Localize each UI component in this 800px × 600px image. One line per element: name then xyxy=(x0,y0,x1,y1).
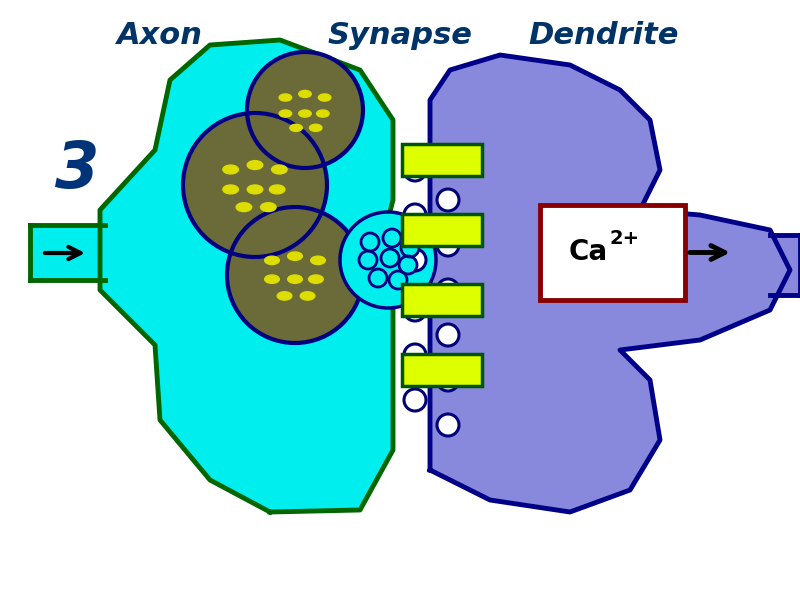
Polygon shape xyxy=(100,40,393,512)
Ellipse shape xyxy=(288,275,302,283)
Circle shape xyxy=(183,113,327,257)
Ellipse shape xyxy=(223,165,238,174)
Bar xyxy=(402,144,482,176)
Circle shape xyxy=(361,233,379,251)
Circle shape xyxy=(247,52,363,168)
Circle shape xyxy=(404,299,426,321)
Ellipse shape xyxy=(290,124,302,131)
Polygon shape xyxy=(30,225,105,280)
Ellipse shape xyxy=(247,161,262,169)
Circle shape xyxy=(437,189,459,211)
Ellipse shape xyxy=(298,91,311,98)
Ellipse shape xyxy=(298,110,311,117)
Ellipse shape xyxy=(279,94,292,101)
Text: Ca: Ca xyxy=(569,238,607,266)
Circle shape xyxy=(369,269,387,287)
Text: 2+: 2+ xyxy=(610,229,640,248)
Ellipse shape xyxy=(317,110,329,117)
Circle shape xyxy=(227,207,363,343)
Ellipse shape xyxy=(300,292,315,300)
Circle shape xyxy=(404,249,426,271)
Ellipse shape xyxy=(261,203,276,212)
Ellipse shape xyxy=(265,256,279,265)
Circle shape xyxy=(437,369,459,391)
Text: Dendrite: Dendrite xyxy=(529,21,679,50)
Bar xyxy=(540,205,685,300)
Ellipse shape xyxy=(279,110,292,117)
Text: Synapse: Synapse xyxy=(327,21,473,50)
Bar xyxy=(402,284,482,316)
Circle shape xyxy=(399,256,417,274)
Circle shape xyxy=(437,279,459,301)
Polygon shape xyxy=(430,55,790,512)
Ellipse shape xyxy=(310,124,322,131)
Text: Axon: Axon xyxy=(117,21,203,50)
Ellipse shape xyxy=(288,252,302,260)
Circle shape xyxy=(437,414,459,436)
Circle shape xyxy=(437,234,459,256)
Circle shape xyxy=(404,344,426,366)
Ellipse shape xyxy=(310,256,326,265)
Circle shape xyxy=(404,159,426,181)
Circle shape xyxy=(383,229,401,247)
Circle shape xyxy=(359,251,377,269)
Ellipse shape xyxy=(318,94,331,101)
Circle shape xyxy=(340,212,436,308)
Circle shape xyxy=(404,204,426,226)
Ellipse shape xyxy=(223,185,238,194)
Ellipse shape xyxy=(270,185,285,194)
Text: 3: 3 xyxy=(55,139,99,201)
Circle shape xyxy=(404,389,426,411)
Circle shape xyxy=(381,249,399,267)
Circle shape xyxy=(437,324,459,346)
Bar xyxy=(402,354,482,386)
Bar xyxy=(402,214,482,246)
Ellipse shape xyxy=(278,292,292,300)
Ellipse shape xyxy=(236,203,252,212)
Ellipse shape xyxy=(247,185,262,194)
Ellipse shape xyxy=(309,275,323,283)
Circle shape xyxy=(401,239,419,257)
Circle shape xyxy=(389,271,407,289)
Ellipse shape xyxy=(265,275,279,283)
Polygon shape xyxy=(770,235,800,295)
Ellipse shape xyxy=(272,165,287,174)
